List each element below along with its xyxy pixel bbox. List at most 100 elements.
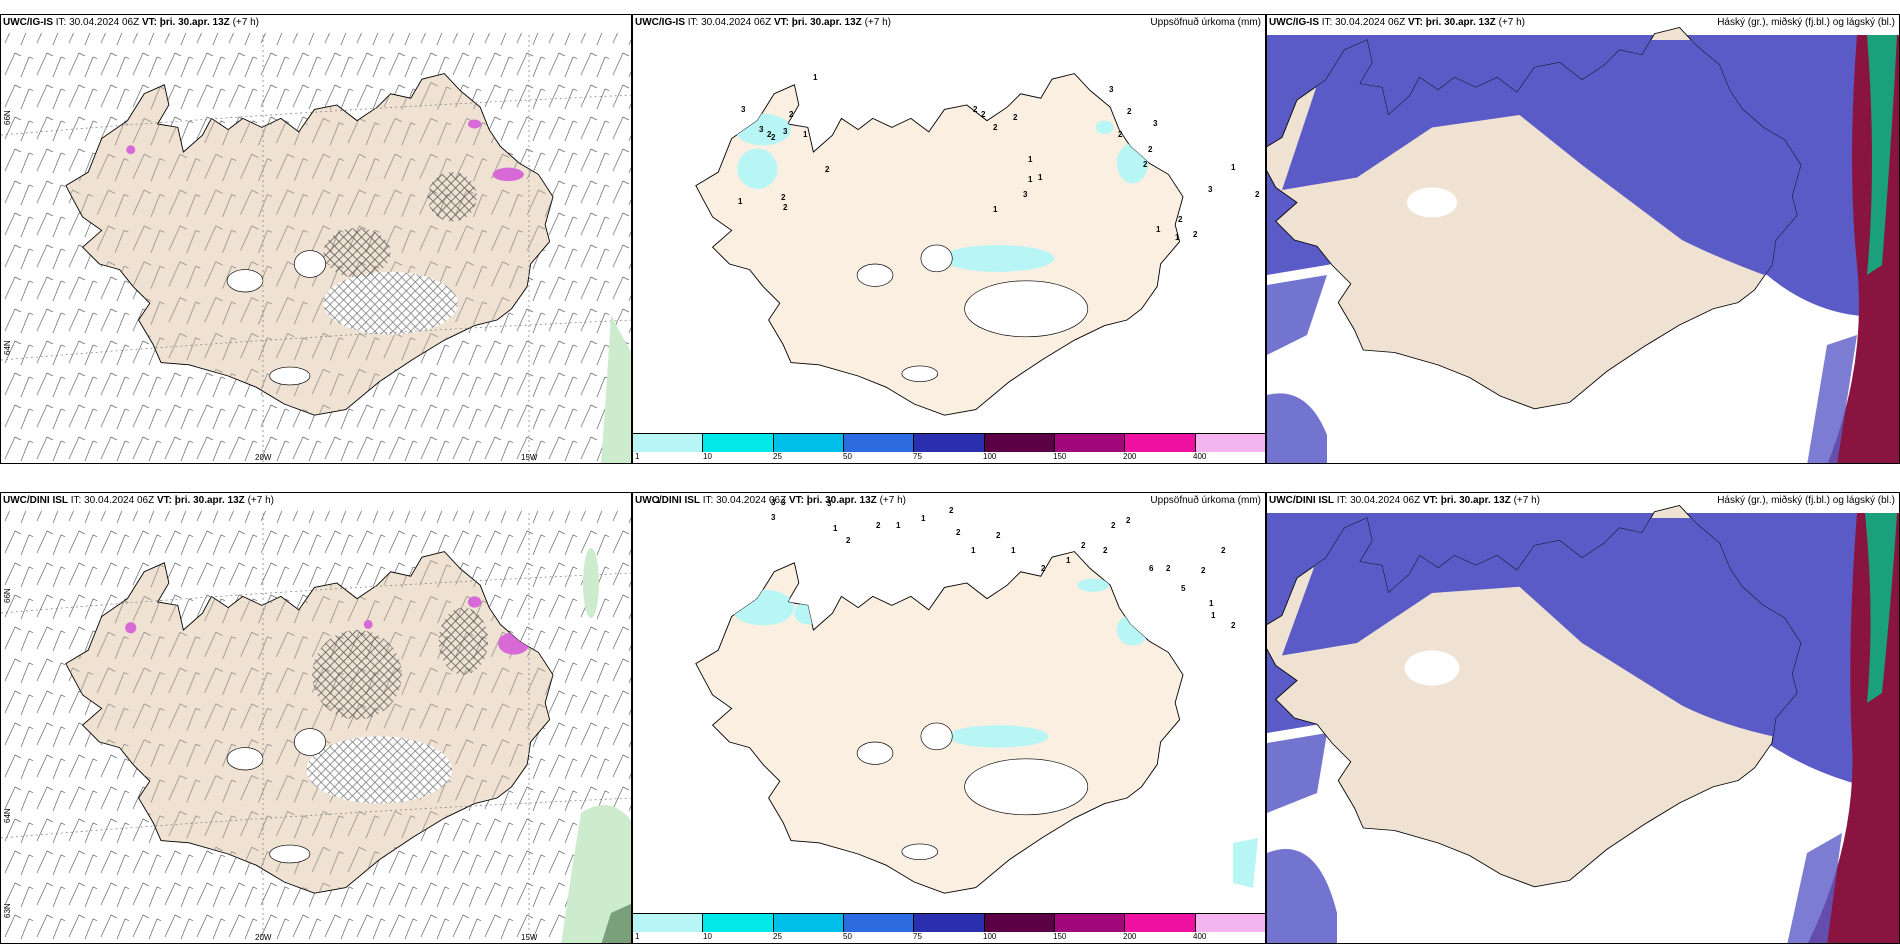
valid-time: þri. 30.apr. 13Z: [1440, 495, 1511, 506]
colorbar-cell: [633, 914, 704, 932]
precip-amount-label: 3: [771, 513, 776, 522]
precip-amount-label: 3: [741, 105, 746, 114]
precip-amount-label: 2: [1118, 130, 1123, 139]
precip-amount-label: 1: [1209, 599, 1214, 608]
model-name: UWC/DINI ISL: [1269, 495, 1334, 506]
precip-panel-top: UWC/IG-IS IT: 30.04.2024 06Z VT: þri. 30…: [632, 14, 1266, 464]
precip-amount-label: 1: [1211, 611, 1216, 620]
colorbar-ticks: 1 10 25 50 75 100 150 200 400: [633, 932, 1265, 943]
colorbar-cell: [703, 914, 774, 932]
precip-amount-label: 1: [1231, 163, 1236, 172]
init-time: 30.04.2024 06Z: [69, 17, 140, 28]
precip-amount-label: 1: [833, 524, 838, 533]
precip-amount-label: 1: [993, 205, 998, 214]
precip-amount-label: 2: [1126, 516, 1131, 525]
precip-amount-label: 3: [771, 498, 776, 507]
precip-amount-label: 3: [781, 498, 786, 507]
lat-label-64: 64N: [3, 340, 12, 355]
precip-amount-label: 3: [1023, 190, 1028, 199]
precip-amount-label: 1: [896, 521, 901, 530]
panel-title: Uppsöfnuð úrkoma (mm): [1150, 17, 1261, 28]
lead-time: (+7 h): [879, 495, 906, 506]
model-name: UWC/IG-IS: [1269, 17, 1319, 28]
lon-label-15: 15W: [521, 933, 538, 942]
colorbar-ticks: 1 10 25 50 75 100 150 200 400: [633, 452, 1265, 463]
precip-amount-label: 2: [1201, 566, 1206, 575]
precip-amount-label: 2: [1193, 230, 1198, 239]
colorbar-tick: 100: [983, 452, 997, 461]
precip-amount-label: 1: [1028, 155, 1033, 164]
colorbar-tick: 10: [703, 452, 712, 461]
precip-amount-label: 3: [1153, 119, 1158, 128]
lat-label-63: 63N: [3, 903, 12, 918]
wind-panel-top: UWC/IG-IS IT: 30.04.2024 06Z VT: þri. 30…: [0, 14, 632, 464]
colorbar-tick: 10: [703, 932, 712, 941]
precip-amount-label: 1: [813, 73, 818, 82]
precip-amount-label: 2: [1127, 107, 1132, 116]
init-time: 30.04.2024 06Z: [84, 495, 155, 506]
precip-amount-label: 1: [656, 496, 661, 505]
valid-time: þri. 30.apr. 13Z: [806, 495, 877, 506]
colorbar-cell: [1195, 914, 1265, 932]
colorbar-cell: [843, 914, 915, 932]
colorbar: [633, 913, 1265, 932]
precip-amount-label: 1: [1038, 173, 1043, 182]
lead-time: (+7 h): [1513, 495, 1540, 506]
cloud-panel-bottom: UWC/DINI ISL IT: 30.04.2024 06Z VT: þri.…: [1266, 492, 1900, 944]
colorbar-cell: [1125, 434, 1196, 452]
model-name: UWC/DINI ISL: [3, 495, 68, 506]
precip-amount-label: 1: [971, 546, 976, 555]
colorbar-cell: [984, 434, 1055, 452]
colorbar-tick: 150: [1053, 932, 1067, 941]
lead-time: (+7 h): [864, 17, 891, 28]
precip-panel-bottom: UWC/DINI ISL IT: 30.04.2024 06Z VT: þri.…: [632, 492, 1266, 944]
precip-amount-label: 1: [803, 130, 808, 139]
valid-time: þri. 30.apr. 13Z: [1425, 17, 1496, 28]
cloud-panel-top: UWC/IG-IS IT: 30.04.2024 06Z VT: þri. 30…: [1266, 14, 1900, 464]
lead-time: (+7 h): [247, 495, 274, 506]
precip-amount-label: 1: [1156, 225, 1161, 234]
colorbar-tick: 50: [843, 932, 852, 941]
precip-amount-label: 2: [1013, 113, 1018, 122]
colorbar-cell: [703, 434, 774, 452]
panel-header: UWC/IG-IS IT: 30.04.2024 06Z VT: þri. 30…: [1269, 17, 1525, 28]
cloud-map: [1267, 26, 1899, 463]
precip-amount-label: 2: [949, 506, 954, 515]
colorbar-cell: [984, 914, 1055, 932]
model-name: UWC/IG-IS: [3, 17, 53, 28]
valid-time: þri. 30.apr. 13Z: [174, 495, 245, 506]
colorbar-tick: 400: [1193, 452, 1207, 461]
precip-amount-label: 2: [1041, 564, 1046, 573]
panel-header: UWC/IG-IS IT: 30.04.2024 06Z VT: þri. 30…: [635, 17, 891, 28]
precip-amount-label: 1: [738, 197, 743, 206]
colorbar-cell: [1054, 434, 1126, 452]
valid-time: þri. 30.apr. 13Z: [159, 17, 230, 28]
colorbar-cell: [914, 914, 985, 932]
precip-amount-label: 2: [846, 536, 851, 545]
precip-amount-label: 2: [825, 165, 830, 174]
precip-amount-label: 1: [1175, 233, 1180, 242]
panel-title: Háský (gr.), miðský (fj.bl.) og lágský (…: [1717, 495, 1895, 506]
colorbar-cell: [843, 434, 915, 452]
lon-label-20: 20W: [255, 453, 272, 462]
precip-amount-label: 1: [921, 514, 926, 523]
wind-panel-bottom: UWC/DINI ISL IT: 30.04.2024 06Z VT: þri.…: [0, 492, 632, 944]
lat-label-66: 66N: [3, 588, 12, 603]
precip-amount-label: 2: [1166, 564, 1171, 573]
colorbar-tick: 200: [1123, 452, 1137, 461]
lead-time: (+7 h): [232, 17, 259, 28]
colorbar-tick: 100: [983, 932, 997, 941]
precip-amount-label: 1: [1011, 546, 1016, 555]
lat-label-66: 66N: [3, 110, 12, 125]
precip-amount-label: 5: [1181, 584, 1186, 593]
precip-amount-label: 2: [996, 531, 1001, 540]
init-time: 30.04.2024 06Z: [1350, 495, 1421, 506]
panel-title: Háský (gr.), miðský (fj.bl.) og lágský (…: [1717, 17, 1895, 28]
colorbar-tick: 1: [635, 932, 640, 941]
precip-amount-label: 2: [973, 105, 978, 114]
precip-amount-label: 3: [1208, 185, 1213, 194]
precip-amount-label: 2: [1111, 521, 1116, 530]
precip-amount-label: 1: [1028, 175, 1033, 184]
precip-amount-label: 3: [1109, 85, 1114, 94]
model-name: UWC/IG-IS: [635, 17, 685, 28]
